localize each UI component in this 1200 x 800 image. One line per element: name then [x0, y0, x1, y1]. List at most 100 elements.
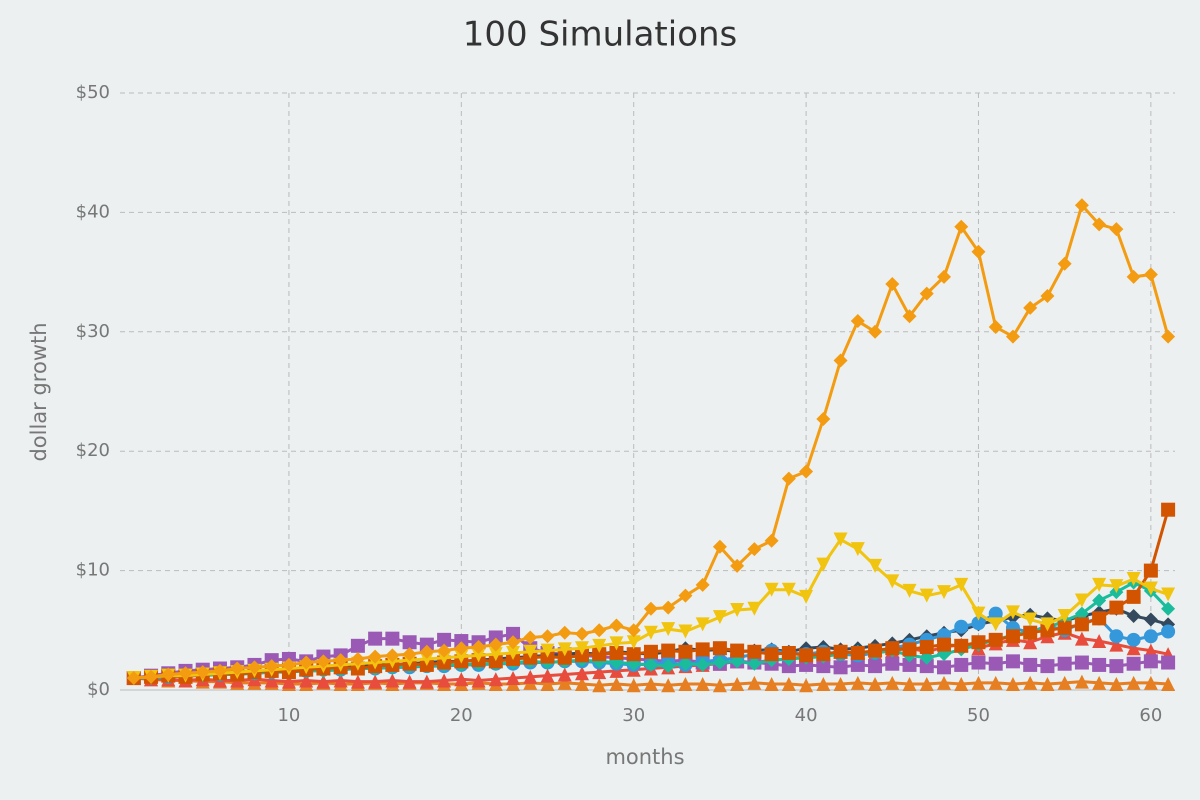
point [368, 674, 383, 689]
point [419, 637, 434, 652]
point [747, 542, 762, 557]
point [712, 539, 727, 554]
point [971, 655, 986, 670]
point [799, 464, 814, 479]
point [368, 631, 383, 646]
point [868, 677, 883, 692]
y-tick-label: $20 [76, 440, 110, 461]
point [126, 671, 141, 686]
point [833, 644, 848, 659]
point [816, 659, 831, 674]
point [971, 675, 986, 690]
point [695, 617, 710, 632]
point [609, 663, 624, 678]
point [1126, 589, 1141, 604]
point [230, 661, 245, 676]
point [988, 617, 1003, 632]
point [1092, 593, 1107, 608]
point [919, 286, 934, 301]
point [402, 647, 417, 662]
point [1161, 655, 1176, 670]
point [919, 650, 934, 665]
x-tick-label: 30 [622, 705, 645, 726]
point [1109, 222, 1124, 237]
point [1092, 657, 1107, 672]
point [799, 648, 814, 663]
point [1109, 659, 1124, 674]
point [1023, 635, 1038, 650]
point [592, 623, 607, 638]
point [574, 641, 589, 656]
point [419, 644, 434, 659]
point [1092, 634, 1107, 649]
point [281, 674, 296, 689]
point [385, 673, 400, 688]
point [1057, 675, 1072, 690]
point [592, 678, 607, 693]
point [574, 677, 589, 692]
point [678, 624, 693, 639]
point [764, 647, 779, 662]
point [1143, 675, 1158, 690]
point [919, 640, 934, 655]
point [833, 532, 848, 547]
point [1143, 612, 1158, 627]
point [678, 588, 693, 603]
point [385, 631, 400, 646]
point [902, 642, 917, 657]
point [1092, 577, 1107, 592]
point [833, 660, 848, 675]
point [626, 678, 641, 693]
point [1126, 656, 1141, 671]
point [1005, 329, 1020, 344]
point [816, 411, 831, 426]
point [730, 677, 745, 692]
point [471, 673, 486, 688]
point [781, 582, 796, 597]
point [1126, 675, 1141, 690]
point [1023, 675, 1038, 690]
point [350, 638, 365, 653]
point [1143, 563, 1158, 578]
y-axis-label: dollar growth [27, 322, 51, 461]
point [1126, 571, 1141, 586]
x-tick-label: 20 [450, 705, 473, 726]
point [281, 657, 296, 672]
point [902, 309, 917, 324]
x-tick-label: 50 [967, 705, 990, 726]
point [454, 641, 469, 656]
point [592, 638, 607, 653]
point [1143, 267, 1158, 282]
point [1023, 657, 1038, 672]
point [643, 601, 658, 616]
point [833, 353, 848, 368]
point [971, 606, 986, 621]
point [1109, 629, 1124, 644]
point [661, 678, 676, 693]
point [557, 650, 572, 665]
point [333, 673, 348, 688]
point [626, 635, 641, 650]
point [937, 637, 952, 652]
x-axis-label: months [605, 745, 684, 769]
point [1126, 269, 1141, 284]
point [988, 632, 1003, 647]
point [540, 668, 555, 683]
point [695, 642, 710, 657]
point [506, 671, 521, 686]
point [764, 582, 779, 597]
point [316, 674, 331, 689]
point [1143, 629, 1158, 644]
point [1005, 654, 1020, 669]
point [247, 660, 262, 675]
point [454, 634, 469, 649]
point [868, 643, 883, 658]
point [1005, 605, 1020, 620]
point [1005, 677, 1020, 692]
point [661, 600, 676, 615]
point [506, 645, 521, 660]
point [161, 667, 176, 682]
point [712, 610, 727, 625]
point [1109, 637, 1124, 652]
point [730, 603, 745, 618]
